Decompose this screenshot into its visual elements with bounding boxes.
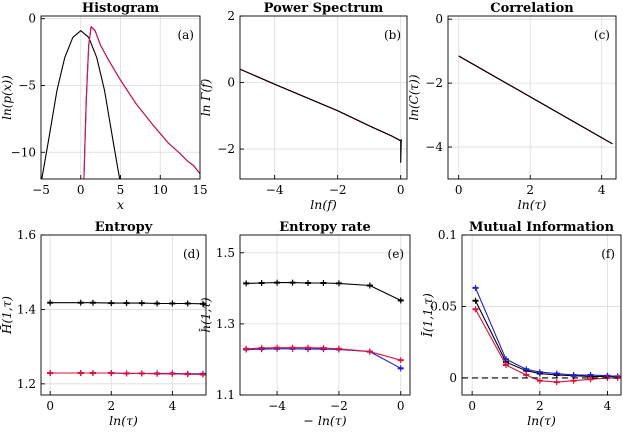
y-tick-label: 0 bbox=[227, 76, 235, 90]
y-tick-label: −2 bbox=[425, 76, 443, 90]
axes-frame bbox=[239, 234, 411, 396]
x-tick-label: 15 bbox=[192, 183, 207, 197]
x-tick-label: 0 bbox=[397, 183, 405, 197]
chart-title: Entropy bbox=[95, 220, 153, 235]
series-red bbox=[50, 372, 203, 376]
chart-title: Entropy rate bbox=[279, 220, 371, 235]
x-tick-label: 0 bbox=[46, 399, 54, 413]
x-axis-label: ln(f) bbox=[310, 197, 337, 212]
panel-label: (f) bbox=[601, 247, 615, 261]
y-axis-label: H̄(1,τ) bbox=[0, 296, 14, 335]
y-tick-label: 1.6 bbox=[17, 228, 36, 242]
chart-title: Histogram bbox=[82, 1, 160, 16]
x-tick-label: −4 bbox=[266, 183, 284, 197]
y-tick-label: −10 bbox=[11, 145, 36, 159]
y-tick-label: −4 bbox=[425, 140, 443, 154]
y-tick-label: 0 bbox=[28, 12, 36, 26]
x-tick-label: 4 bbox=[598, 183, 606, 197]
series-gaussian bbox=[41, 30, 121, 179]
y-tick-label: 0.1 bbox=[438, 228, 457, 242]
axes-frame bbox=[461, 234, 622, 396]
x-tick-label: 0 bbox=[77, 183, 85, 197]
panel-label: (c) bbox=[594, 28, 610, 42]
x-tick-label: −5 bbox=[32, 183, 50, 197]
series-black bbox=[240, 68, 402, 163]
panel-5: −4 −2 0 1.1 1.3 1.5 Entropy rate (e) − ln(τ) ĥ(1,… bbox=[198, 220, 411, 428]
series-blue bbox=[474, 287, 618, 377]
x-tick-label: 2 bbox=[526, 183, 534, 197]
x-tick-label: 10 bbox=[153, 183, 168, 197]
x-tick-label: 2 bbox=[107, 399, 115, 413]
y-tick-label: 2 bbox=[227, 9, 235, 23]
y-tick-label: 1.3 bbox=[216, 317, 235, 331]
x-tick-label: 0 bbox=[397, 399, 405, 413]
panel-label: (d) bbox=[183, 247, 200, 261]
y-axis-label: ln(p(x)) bbox=[0, 75, 14, 120]
x-axis-label: ln(τ) bbox=[518, 197, 547, 212]
chart-title: Correlation bbox=[490, 1, 574, 16]
x-tick-label: 2 bbox=[536, 399, 544, 413]
chart-title: Mutual Information bbox=[469, 220, 615, 235]
series-black bbox=[458, 55, 613, 145]
panel-1: −5 0 5 10 15 −10 −5 0 Histogram (a) x ln(p(x)) bbox=[0, 1, 208, 212]
panel-label: (e) bbox=[388, 247, 404, 261]
x-tick-label: 0 bbox=[455, 183, 463, 197]
y-tick-label: 0.05 bbox=[430, 299, 457, 313]
y-axis-label: Ī(1,1,τ) bbox=[420, 293, 435, 338]
x-axis-label: ln(τ) bbox=[109, 413, 138, 428]
series-red bbox=[83, 26, 200, 179]
y-axis-label: ln Γ(f) bbox=[199, 78, 213, 116]
y-tick-label: −2 bbox=[217, 142, 235, 156]
y-tick-label: 1.1 bbox=[216, 388, 235, 402]
axes-frame bbox=[239, 15, 408, 180]
panel-6: 0 2 4 0 0.05 0.1 Mutual Information (f) ln(τ) Ī(1… bbox=[420, 220, 622, 428]
panel-3: 0 2 4 −4 −2 0 Correlation (c) ln(τ) ln(C(τ)) bbox=[407, 1, 617, 212]
series-black bbox=[50, 302, 203, 305]
y-tick-label: 1.2 bbox=[17, 377, 36, 391]
y-tick-label: 0 bbox=[449, 371, 457, 385]
y-tick-label: 1.4 bbox=[17, 302, 36, 316]
x-tick-label: 4 bbox=[169, 399, 177, 413]
series-red bbox=[475, 309, 618, 383]
x-tick-label: −2 bbox=[329, 183, 347, 197]
panel-label: (b) bbox=[384, 28, 401, 42]
chart-title: Power Spectrum bbox=[264, 1, 384, 16]
x-tick-label: −4 bbox=[268, 399, 286, 413]
panel-4: 0 2 4 1.2 1.4 1.6 Entropy (d) ln(τ) H̄(1,τ) bbox=[0, 220, 207, 428]
x-tick-label: 4 bbox=[604, 399, 612, 413]
panel-2: −4 −2 0 −2 0 2 Power Spectrum(b) ln(f) ln Γ(f) bbox=[199, 1, 408, 212]
y-tick-label: −5 bbox=[18, 78, 36, 92]
x-axis-label: x bbox=[117, 197, 124, 212]
panel-label: (a) bbox=[177, 28, 194, 42]
x-tick-label: −2 bbox=[330, 399, 348, 413]
x-tick-label: 0 bbox=[468, 399, 476, 413]
axes-frame bbox=[447, 15, 617, 180]
axes-frame bbox=[40, 234, 207, 396]
x-axis-label: − ln(τ) bbox=[303, 413, 346, 428]
x-tick-label: 5 bbox=[117, 183, 125, 197]
x-axis-label: ln(τ) bbox=[527, 413, 556, 428]
y-tick-label: 0 bbox=[435, 12, 443, 26]
y-axis-label: ln(C(τ)) bbox=[407, 74, 421, 120]
y-axis-label: ĥ(1,τ) bbox=[198, 297, 213, 332]
y-tick-label: 1.5 bbox=[216, 246, 235, 260]
